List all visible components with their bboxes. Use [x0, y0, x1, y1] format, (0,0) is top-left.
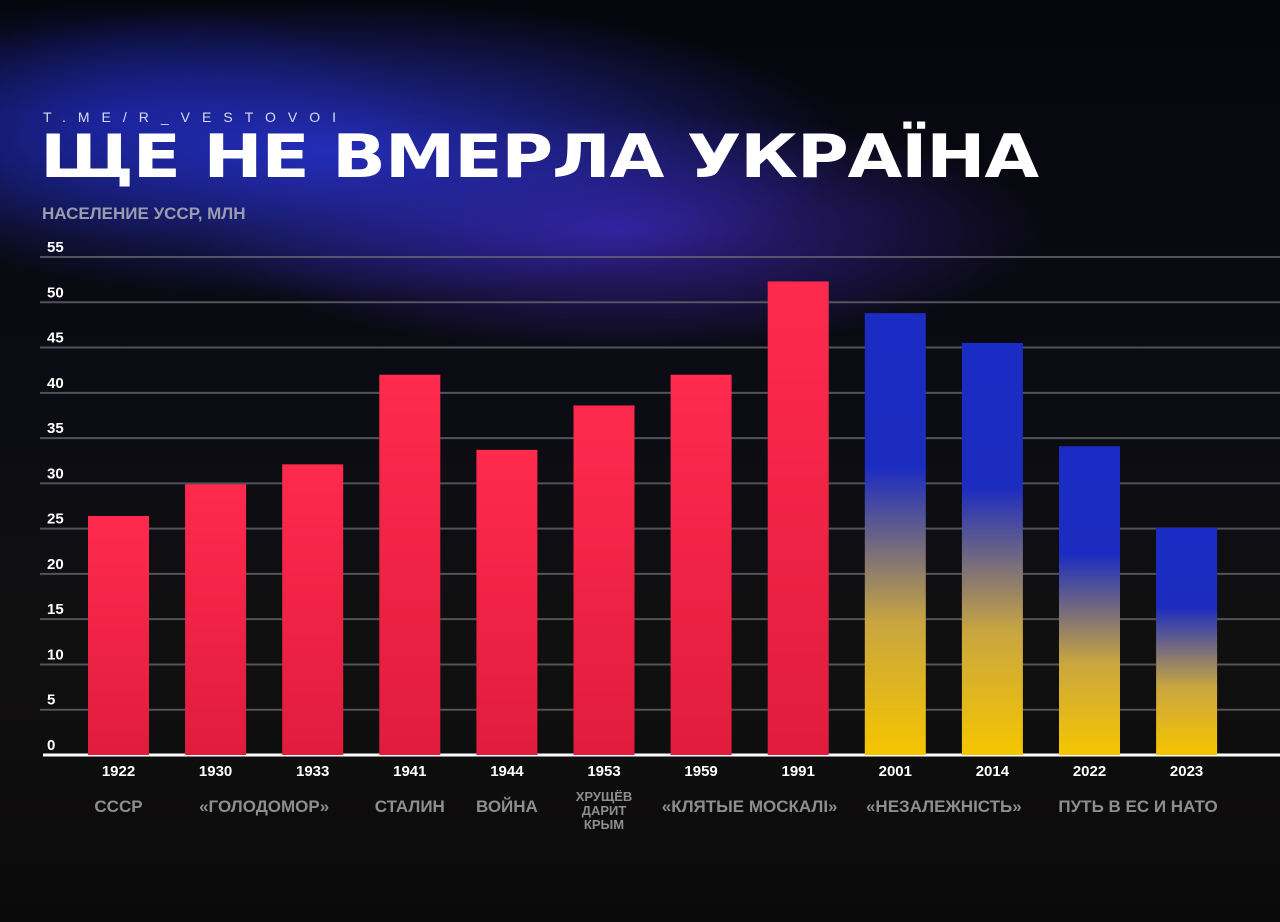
bar-1941 — [379, 374, 441, 755]
era-label: ПУТЬ В ЕС И НАТО — [1058, 797, 1217, 816]
bar-1959 — [670, 374, 732, 755]
x-tick-label: 1953 — [587, 763, 620, 780]
chart-title: ЩЕ НЕ ВМЕРЛА УКРАЇНА — [40, 122, 1039, 192]
x-tick-label: 2022 — [1073, 763, 1106, 780]
y-tick-label: 55 — [47, 239, 64, 256]
bar-1933 — [282, 464, 344, 755]
x-tick-label: 1933 — [296, 763, 329, 780]
era-label: СТАЛИН — [375, 797, 445, 816]
x-tick-label: 1944 — [490, 763, 524, 780]
x-tick-label: 2023 — [1170, 763, 1203, 780]
y-tick-label: 15 — [47, 601, 64, 618]
y-tick-label: 0 — [47, 737, 55, 754]
x-tick-label: 1991 — [782, 763, 815, 780]
y-tick-label: 45 — [47, 330, 64, 347]
y-tick-label: 30 — [47, 465, 64, 482]
x-tick-label: 1922 — [102, 763, 135, 780]
channel-handle: T.ME/R_VESTOVOI — [43, 109, 348, 125]
y-axis-label: НАСЕЛЕНИЕ УССР, МЛН — [42, 204, 246, 223]
era-label: СССР — [94, 797, 142, 816]
bar-2022 — [1059, 446, 1120, 755]
era-label: ХРУЩЁВ ДАРИТ КРЫМ — [576, 789, 633, 832]
bar-1944 — [476, 449, 538, 755]
bar-1991 — [767, 281, 829, 755]
bar-1930 — [185, 484, 247, 755]
bar-1922 — [88, 515, 149, 755]
y-tick-label: 20 — [47, 556, 64, 573]
x-tick-label: 2014 — [976, 763, 1010, 780]
y-tick-label: 40 — [47, 375, 64, 392]
x-tick-label: 1930 — [199, 763, 232, 780]
era-label: «КЛЯТЫЕ МОСКАЛІ» — [662, 797, 838, 816]
bar-2023 — [1156, 527, 1218, 755]
y-tick-label: 25 — [47, 511, 64, 528]
y-tick-label: 35 — [47, 420, 64, 437]
era-label: «ГОЛОДОМОР» — [199, 797, 329, 816]
bar-1953 — [573, 405, 635, 755]
era-label: «НЕЗАЛЕЖНІСТЬ» — [866, 797, 1022, 816]
x-tick-label: 1941 — [393, 763, 426, 780]
y-tick-label: 5 — [47, 692, 55, 709]
x-tick-label: 2001 — [879, 763, 912, 780]
bar-2001 — [864, 313, 926, 755]
bar-2014 — [961, 343, 1023, 755]
y-tick-label: 50 — [47, 284, 64, 301]
era-label: ВОЙНА — [476, 797, 538, 816]
y-tick-label: 10 — [47, 646, 64, 663]
x-tick-label: 1959 — [684, 763, 717, 780]
